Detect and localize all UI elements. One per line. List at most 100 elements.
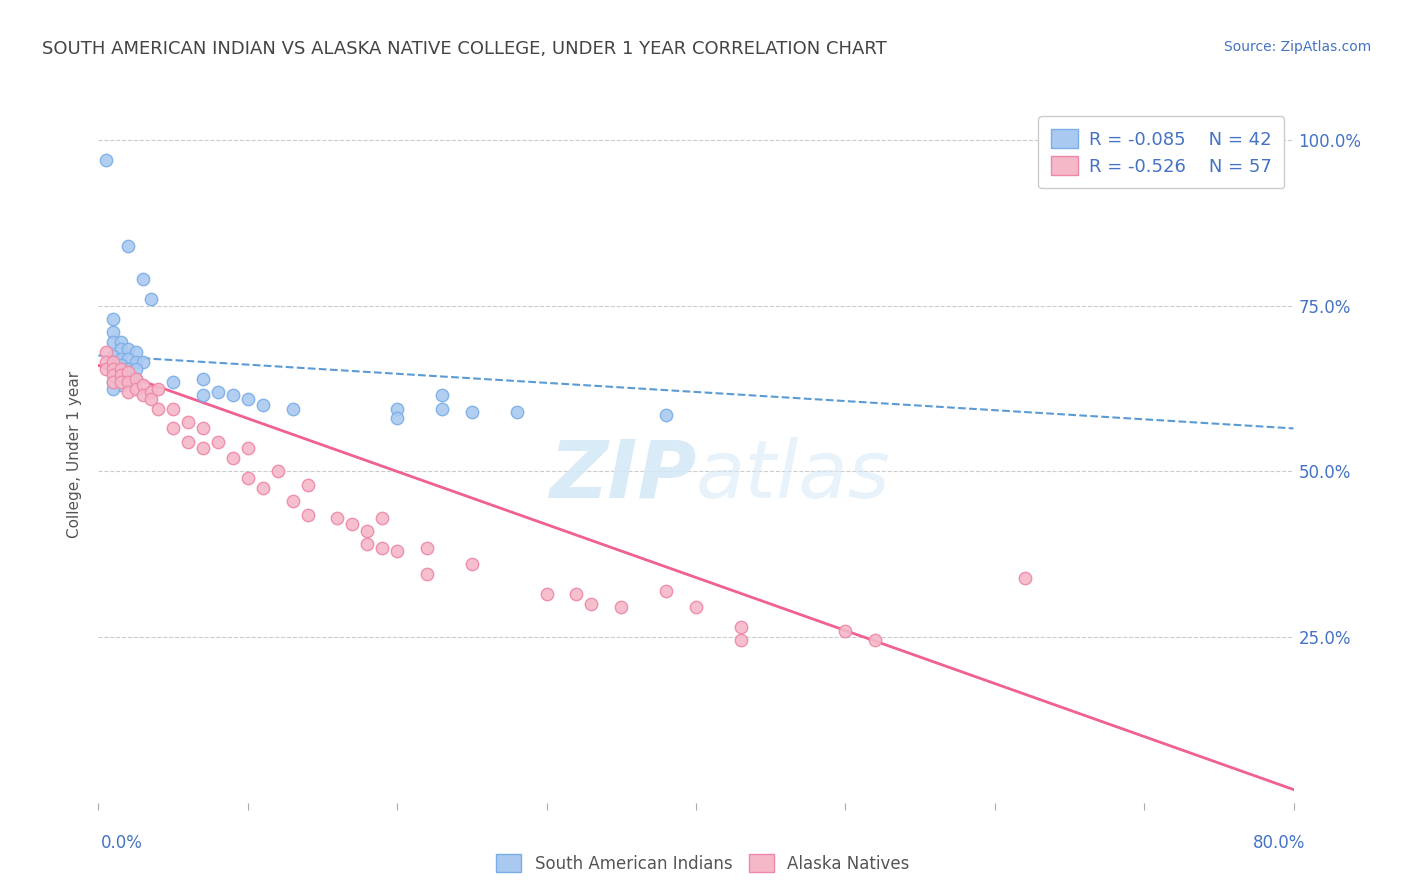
Point [416, 541, 439, 555]
Point [132, 355, 155, 369]
Point [94, 355, 117, 369]
Point [461, 405, 484, 419]
Point [117, 384, 139, 399]
Point [125, 345, 148, 359]
Point [103, 359, 125, 373]
Point [125, 372, 148, 386]
Text: SOUTH AMERICAN INDIAN VS ALASKA NATIVE COLLEGE, UNDER 1 YEAR CORRELATION CHART: SOUTH AMERICAN INDIAN VS ALASKA NATIVE C… [42, 40, 887, 58]
Point [385, 544, 409, 558]
Point [371, 541, 394, 555]
Point [148, 401, 170, 416]
Point [117, 375, 139, 389]
Point [385, 401, 409, 416]
Point [148, 382, 170, 396]
Point [103, 375, 125, 389]
Point [132, 388, 155, 402]
Point [207, 434, 229, 449]
Point [117, 365, 139, 379]
Point [117, 372, 139, 386]
Point [117, 361, 139, 376]
Point [267, 465, 290, 479]
Point [252, 398, 274, 412]
Point [110, 375, 132, 389]
Point [385, 411, 409, 425]
Point [110, 368, 132, 383]
Point [94, 361, 117, 376]
Point [730, 633, 752, 648]
Point [207, 384, 229, 399]
Point [103, 375, 125, 389]
Point [281, 494, 304, 508]
Point [103, 326, 125, 340]
Point [610, 600, 633, 615]
Point [103, 368, 125, 383]
Point [110, 335, 132, 350]
Text: 80.0%: 80.0% [1253, 834, 1305, 852]
Point [132, 272, 155, 286]
Point [162, 375, 184, 389]
Point [430, 388, 453, 402]
Point [191, 388, 214, 402]
Point [177, 415, 200, 429]
Point [103, 312, 125, 326]
Point [236, 442, 259, 456]
Point [125, 361, 148, 376]
Point [94, 153, 117, 167]
Point [139, 384, 162, 399]
Point [117, 239, 139, 253]
Point [297, 477, 319, 491]
Point [139, 292, 162, 306]
Point [110, 378, 132, 392]
Point [371, 511, 394, 525]
Point [117, 351, 139, 366]
Point [416, 567, 439, 582]
Text: Source: ZipAtlas.com: Source: ZipAtlas.com [1223, 40, 1371, 54]
Point [191, 442, 214, 456]
Point [565, 587, 588, 601]
Point [461, 558, 484, 572]
Point [236, 471, 259, 485]
Point [655, 583, 678, 598]
Point [125, 382, 148, 396]
Point [103, 335, 125, 350]
Point [236, 392, 259, 406]
Point [252, 481, 274, 495]
Point [297, 508, 319, 522]
Point [730, 620, 752, 634]
Point [103, 365, 125, 379]
Point [177, 434, 200, 449]
Point [506, 405, 529, 419]
Point [536, 587, 558, 601]
Point [356, 524, 378, 538]
Point [191, 372, 214, 386]
Point [281, 401, 304, 416]
Point [685, 600, 707, 615]
Point [94, 345, 117, 359]
Point [865, 633, 887, 648]
Point [125, 355, 148, 369]
Point [222, 388, 245, 402]
Point [191, 421, 214, 435]
Point [110, 368, 132, 383]
Point [162, 401, 184, 416]
Legend: South American Indians, Alaska Natives: South American Indians, Alaska Natives [489, 847, 917, 880]
Text: 0.0%: 0.0% [101, 834, 143, 852]
Point [342, 517, 364, 532]
Point [110, 351, 132, 366]
Point [581, 597, 603, 611]
Point [103, 382, 125, 396]
Point [222, 451, 245, 466]
Point [430, 401, 453, 416]
Point [103, 361, 125, 376]
Point [110, 359, 132, 373]
Point [139, 392, 162, 406]
Point [117, 342, 139, 356]
Point [110, 342, 132, 356]
Legend: R = -0.085    N = 42, R = -0.526    N = 57: R = -0.085 N = 42, R = -0.526 N = 57 [1039, 116, 1285, 188]
Point [125, 372, 148, 386]
Point [103, 349, 125, 363]
Text: atlas: atlas [696, 437, 891, 515]
Point [834, 624, 856, 638]
Y-axis label: College, Under 1 year: College, Under 1 year [67, 371, 83, 539]
Point [655, 408, 678, 422]
